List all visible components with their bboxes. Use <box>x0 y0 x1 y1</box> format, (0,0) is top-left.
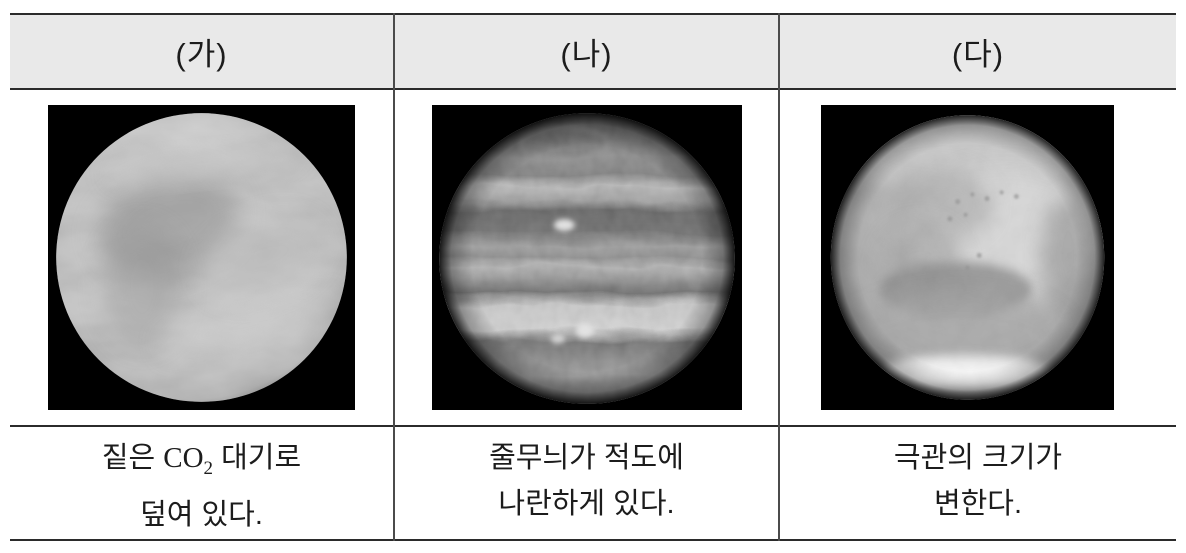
caption-line-1: 줄무늬가 적도에 <box>489 442 684 474</box>
column-da: (다) <box>780 13 1176 541</box>
column-ga-body <box>10 90 393 425</box>
formula-subscript: 2 <box>203 457 214 479</box>
formula-base: CO <box>163 442 204 474</box>
planet-comparison-table: (가) <box>10 13 1176 541</box>
column-da-caption: 극관의 크기가 변한다. <box>780 425 1176 541</box>
caption-line-2: 덮여 있다. <box>140 498 263 531</box>
caption-line-2: 나란하게 있다. <box>498 488 675 520</box>
venus-image-frame <box>48 105 355 410</box>
mars-image-frame <box>820 105 1114 410</box>
column-ga: (가) <box>10 13 395 541</box>
column-ga-caption: 짙은 CO2 대기로 덮여 있다. <box>10 425 393 541</box>
jupiter-image <box>431 105 742 410</box>
co2-formula: CO2 <box>163 442 213 479</box>
column-na-header: (나) <box>395 13 778 90</box>
caption-text-pre: 짙은 <box>101 442 164 474</box>
column-na-caption: 줄무늬가 적도에 나란하게 있다. <box>395 425 778 541</box>
caption-line-2: 변한다. <box>933 488 1023 520</box>
venus-image <box>48 105 355 410</box>
column-da-body <box>780 90 1176 425</box>
column-na-body <box>395 90 778 425</box>
column-ga-header: (가) <box>10 13 393 90</box>
mars-image <box>820 105 1114 410</box>
caption-line-1: 극관의 크기가 <box>893 442 1063 474</box>
column-da-header: (다) <box>780 13 1176 90</box>
jupiter-image-frame <box>431 105 742 410</box>
caption-line-1: 짙은 CO2 대기로 <box>10 435 393 492</box>
column-na: (나) <box>395 13 780 541</box>
caption-text-post: 대기로 <box>213 442 302 474</box>
